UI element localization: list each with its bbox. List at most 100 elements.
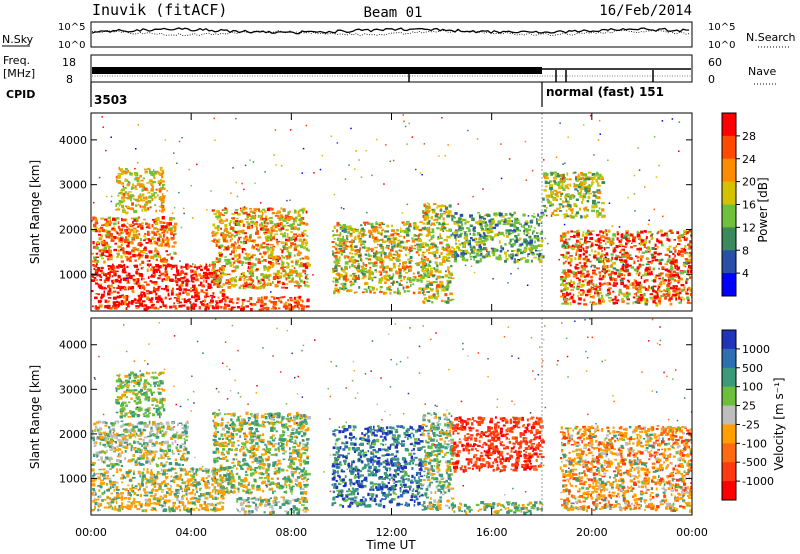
echo-cell [565, 292, 570, 297]
echo-cell [478, 244, 482, 248]
echo-cell [105, 274, 108, 277]
echo-cell [495, 256, 499, 260]
echo-cell [418, 287, 422, 291]
echo-cell [564, 255, 568, 259]
echo-cell [659, 229, 663, 233]
echo-cell [143, 304, 146, 307]
echo-cell [339, 232, 342, 235]
echo-cell [636, 248, 641, 251]
echo-cell [436, 206, 438, 209]
echo-cell [595, 283, 598, 287]
echo-cell [288, 280, 293, 283]
echo-cell [270, 226, 274, 230]
echo-cell [494, 214, 498, 217]
echo-cell [169, 253, 171, 256]
echo-cell [287, 255, 290, 258]
echo-cell [166, 238, 170, 241]
echo-cell [587, 195, 591, 200]
echo-cell [430, 269, 433, 273]
echo-cell [98, 268, 100, 271]
echo-cell [333, 193, 336, 196]
echo-cell [361, 272, 366, 276]
echo-cell [360, 229, 363, 233]
echo-cell [612, 290, 615, 293]
echo-cell [137, 225, 139, 228]
echo-cell [650, 270, 653, 275]
echo-cell [469, 214, 473, 218]
echo-cell [400, 284, 403, 286]
echo-cell [560, 254, 564, 256]
echo-cell [464, 221, 467, 225]
echo-cell [373, 227, 377, 231]
echo-cell [189, 265, 193, 268]
echo-cell [354, 249, 359, 252]
echo-cell [160, 201, 163, 206]
echo-cell [578, 177, 583, 180]
echo-cell [174, 222, 177, 225]
echo-cell [478, 260, 482, 263]
echo-cell [286, 235, 289, 239]
echo-cell [151, 197, 154, 202]
echo-cell [409, 255, 413, 260]
echo-cell [420, 277, 422, 279]
echo-cell [125, 307, 128, 310]
echo-cell [292, 235, 296, 238]
echo-cell [262, 251, 267, 255]
echo-cell [576, 270, 579, 274]
echo-cell [415, 251, 419, 254]
echo-cell [217, 211, 220, 213]
echo-cell [157, 173, 162, 175]
echo-cell [237, 239, 239, 244]
echo-cell [478, 237, 482, 241]
echo-cell [589, 114, 592, 117]
echo-cell [138, 223, 142, 227]
echo-cell [107, 277, 110, 281]
echo-cell [594, 243, 598, 246]
echo-cell [92, 216, 96, 219]
echo-cell [260, 215, 263, 219]
echo-cell [217, 268, 221, 271]
echo-cell [557, 172, 560, 176]
echo-cell [140, 267, 143, 270]
echo-cell [440, 281, 444, 285]
echo-cell [579, 195, 584, 198]
freq-trace [92, 67, 542, 74]
echo-cell [385, 240, 389, 243]
echo-cell [137, 284, 142, 288]
echo-cell [109, 255, 113, 258]
echo-cell [388, 277, 393, 280]
echo-cell [119, 237, 122, 239]
echo-cell [599, 246, 604, 249]
echo-cell [439, 234, 442, 238]
echo-cell [242, 223, 245, 227]
echo-cell [115, 203, 118, 207]
echo-cell [267, 239, 270, 242]
echo-cell [150, 297, 154, 301]
echo-cell [594, 302, 598, 305]
echo-cell [167, 227, 171, 231]
echo-cell [574, 266, 577, 269]
echo-cell [672, 270, 676, 274]
echo-cell [240, 219, 244, 224]
echo-cell [399, 263, 401, 265]
echo-cell [306, 284, 310, 288]
echo-cell [205, 263, 208, 267]
echo-cell [270, 301, 274, 304]
echo-cell [279, 229, 283, 232]
echo-cell [333, 277, 337, 280]
echo-cell [422, 242, 424, 246]
echo-cell [210, 274, 212, 276]
echo-cell [278, 298, 281, 302]
echo-cell [455, 252, 458, 255]
echo-cell [113, 248, 118, 252]
echo-cell [149, 291, 153, 294]
echo-cell [115, 300, 119, 303]
echo-cell [122, 199, 125, 203]
echo-cell [170, 238, 174, 241]
echo-cell [346, 228, 349, 231]
nsearch-tick-top: 10^5 [708, 22, 735, 33]
echo-cell [232, 264, 235, 266]
echo-cell [418, 248, 422, 251]
echo-cell [500, 245, 503, 249]
echo-cell [582, 252, 586, 256]
